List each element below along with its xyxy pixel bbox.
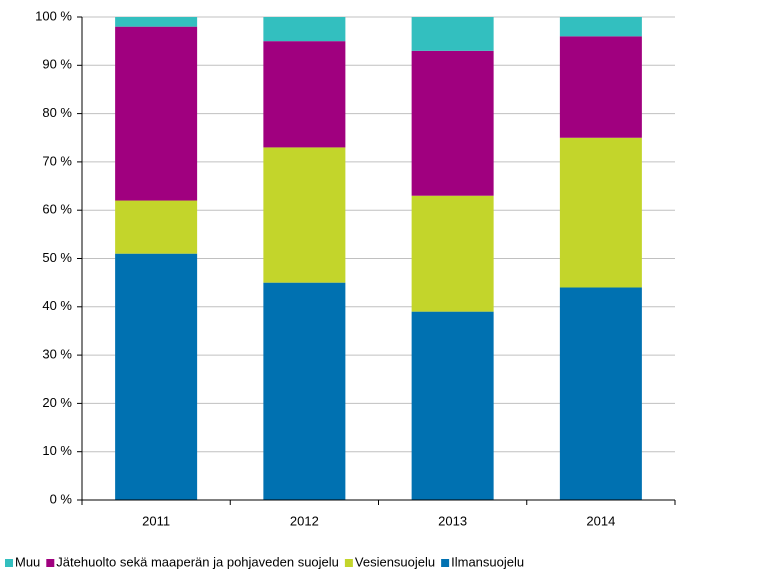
x-tick-label: 2014	[586, 513, 615, 528]
legend-label: Jätehuolto sekä maaperän ja pohjaveden s…	[56, 554, 339, 569]
bar-segment	[115, 253, 198, 500]
legend-swatch	[46, 559, 55, 567]
legend-swatch	[5, 559, 13, 567]
y-tick-label: 90 %	[42, 57, 72, 72]
bar-segment	[559, 17, 642, 37]
bar-segment	[115, 26, 198, 201]
legend-label: Ilmansuojelu	[451, 554, 524, 569]
x-tick-label: 2013	[438, 513, 467, 528]
y-tick-label: 20 %	[42, 395, 72, 410]
y-tick-label: 40 %	[42, 298, 72, 313]
y-tick-label: 10 %	[42, 443, 72, 458]
bar-segment	[411, 17, 494, 51]
y-tick-label: 50 %	[42, 250, 72, 265]
y-tick-label: 30 %	[42, 347, 72, 362]
bar-segment	[559, 137, 642, 288]
bar-segment	[559, 36, 642, 138]
bar-segment	[263, 282, 346, 500]
x-tick-label: 2011	[142, 513, 170, 528]
bar-segment	[411, 311, 494, 500]
bar-segment	[115, 200, 198, 254]
legend-swatch	[441, 559, 450, 567]
y-tick-label: 100 %	[35, 8, 72, 23]
legend-label: Vesiensuojelu	[355, 554, 435, 569]
bar-segment	[411, 195, 494, 312]
bar-segment	[263, 41, 346, 148]
bar-segment	[263, 147, 346, 283]
bar-segment	[559, 287, 642, 500]
y-tick-label: 0 %	[50, 491, 73, 506]
legend-swatch	[344, 559, 353, 567]
bar-segment	[411, 50, 494, 196]
y-tick-label: 60 %	[42, 202, 72, 217]
y-tick-label: 80 %	[42, 105, 72, 120]
bar-segment	[115, 17, 198, 27]
bar-segment	[263, 17, 346, 42]
x-tick-label: 2012	[290, 513, 319, 528]
y-tick-label: 70 %	[42, 153, 72, 168]
legend-label: Muu	[15, 554, 40, 569]
